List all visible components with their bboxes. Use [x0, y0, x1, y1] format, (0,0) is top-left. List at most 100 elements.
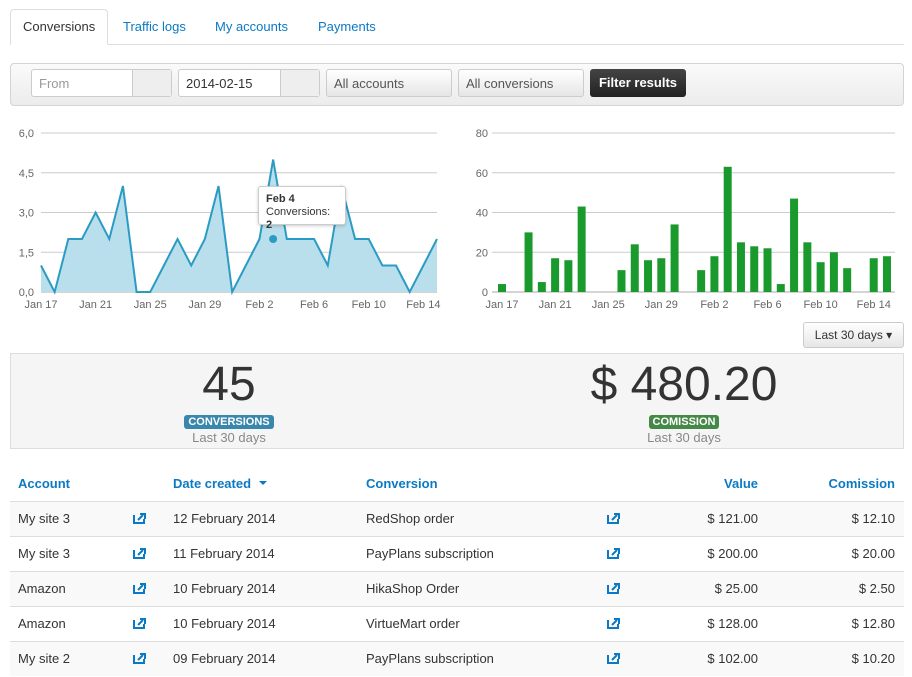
table-cell: 10 February 2014: [173, 581, 276, 596]
x-tick-label: Jan 17: [485, 299, 518, 311]
tooltip: Feb 4 Conversions: 2: [258, 186, 346, 231]
x-tick-label: Jan 25: [134, 299, 167, 311]
tab-border: [10, 44, 904, 45]
bar: [803, 242, 812, 292]
column-header[interactable]: Account: [18, 476, 70, 491]
share-icon[interactable]: [133, 547, 147, 559]
x-tick-label: Feb 10: [803, 299, 837, 311]
filter-button[interactable]: Filter results: [590, 69, 686, 97]
x-tick-label: Jan 21: [539, 299, 572, 311]
calendar-button[interactable]: [280, 70, 319, 96]
bar: [498, 284, 506, 292]
x-tick-label: Feb 2: [245, 299, 273, 311]
calendar-button[interactable]: [132, 70, 171, 96]
range-label: Last 30 days: [814, 328, 883, 342]
table-cell: RedShop order: [366, 511, 455, 526]
tab[interactable]: Conversions: [10, 9, 109, 45]
bar: [551, 258, 560, 292]
share-icon[interactable]: [133, 617, 147, 629]
tooltip-title: Feb 4: [266, 193, 295, 205]
x-tick-label: Jan 25: [592, 299, 625, 311]
table-row: [10, 606, 904, 641]
share-icon[interactable]: [133, 512, 147, 524]
x-tick-label: Jan 17: [24, 299, 57, 311]
table-cell: $ 12.80: [851, 616, 895, 631]
table-cell: 12 February 2014: [173, 511, 276, 526]
to-input[interactable]: 2014-02-15: [178, 69, 320, 97]
bar: [630, 244, 639, 292]
table-cell: 09 February 2014: [173, 651, 276, 666]
table-cell: $ 12.10: [851, 511, 895, 526]
table-cell: $ 10.20: [851, 651, 895, 666]
bar: [776, 284, 785, 292]
accounts-select[interactable]: All accounts: [326, 69, 452, 97]
table-row: [10, 571, 904, 606]
table-cell: 10 February 2014: [173, 616, 276, 631]
x-tick-label: Feb 2: [700, 299, 728, 311]
date-value: 2014-02-15: [186, 76, 253, 91]
x-tick-label: Feb 14: [406, 299, 440, 311]
bar: [697, 270, 706, 292]
table-cell: $ 200.00: [707, 546, 758, 561]
select-value: All accounts: [334, 76, 405, 91]
table-cell: $ 20.00: [851, 546, 895, 561]
x-tick-label: Jan 21: [79, 299, 112, 311]
y-tick-label: 80: [476, 128, 488, 140]
bar: [577, 206, 586, 292]
share-icon[interactable]: [133, 582, 147, 594]
column-header[interactable]: Date created: [173, 476, 252, 491]
column-header[interactable]: Value: [724, 476, 758, 491]
y-tick-label: 6,0: [19, 128, 34, 140]
table-cell: $ 102.00: [707, 651, 758, 666]
tab[interactable]: My accounts: [215, 19, 288, 34]
sort-caret: [259, 481, 267, 485]
share-icon[interactable]: [607, 582, 621, 594]
share-icon[interactable]: [607, 617, 621, 629]
tab[interactable]: Traffic logs: [123, 19, 186, 34]
table-cell: My site 2: [18, 651, 71, 666]
bar: [883, 256, 891, 292]
x-tick-label: Feb 6: [300, 299, 328, 311]
placeholder: From: [39, 76, 70, 91]
bar: [816, 262, 825, 292]
line: [40, 159, 438, 296]
share-icon[interactable]: [133, 652, 147, 664]
tooltip-value: 2: [266, 219, 273, 231]
table-cell: Amazon: [18, 616, 66, 631]
y-tick-label: 20: [476, 247, 488, 259]
table-row: [10, 641, 904, 676]
share-icon[interactable]: [607, 652, 621, 664]
y-tick-label: 0: [482, 287, 488, 299]
bar: [829, 252, 838, 292]
tab[interactable]: Payments: [318, 19, 376, 34]
from-input[interactable]: From: [31, 69, 172, 97]
table-cell: My site 3: [18, 546, 71, 561]
range-dropdown[interactable]: Last 30 days ▾: [803, 322, 904, 348]
highlight-point: [269, 235, 278, 243]
table-cell: $ 25.00: [714, 581, 758, 596]
table-row: [10, 536, 904, 571]
table-cell: My site 3: [18, 511, 71, 526]
share-icon[interactable]: [607, 512, 621, 524]
bar: [790, 198, 799, 292]
column-header[interactable]: Comission: [828, 476, 895, 491]
charts: 0,0 1,5 3,0 4,5 6,0 Jan 17 Jan 21 Jan 25 Jan 29 F…: [19, 128, 895, 311]
bar: [537, 282, 546, 292]
x-tick-label: Jan 29: [645, 299, 678, 311]
stat-value: $ 480.20: [590, 358, 778, 411]
stat-caption: Last 30 days: [192, 430, 266, 445]
share-icon[interactable]: [607, 547, 621, 559]
column-header[interactable]: Conversion: [366, 476, 438, 491]
x-tick-label: Feb 10: [352, 299, 386, 311]
y-tick-label: 0,0: [19, 287, 34, 299]
table-cell: Amazon: [18, 581, 66, 596]
stats-box: [10, 353, 904, 449]
table-cell: $ 121.00: [707, 511, 758, 526]
conversions-select[interactable]: All conversions: [458, 69, 584, 97]
stat-badge: COMISSION: [648, 415, 720, 429]
area: [41, 159, 437, 292]
y-tick-label: 4,5: [19, 168, 34, 180]
bar: [670, 224, 679, 292]
table-cell: VirtueMart order: [366, 616, 460, 631]
x-tick-label: Jan 29: [188, 299, 221, 311]
